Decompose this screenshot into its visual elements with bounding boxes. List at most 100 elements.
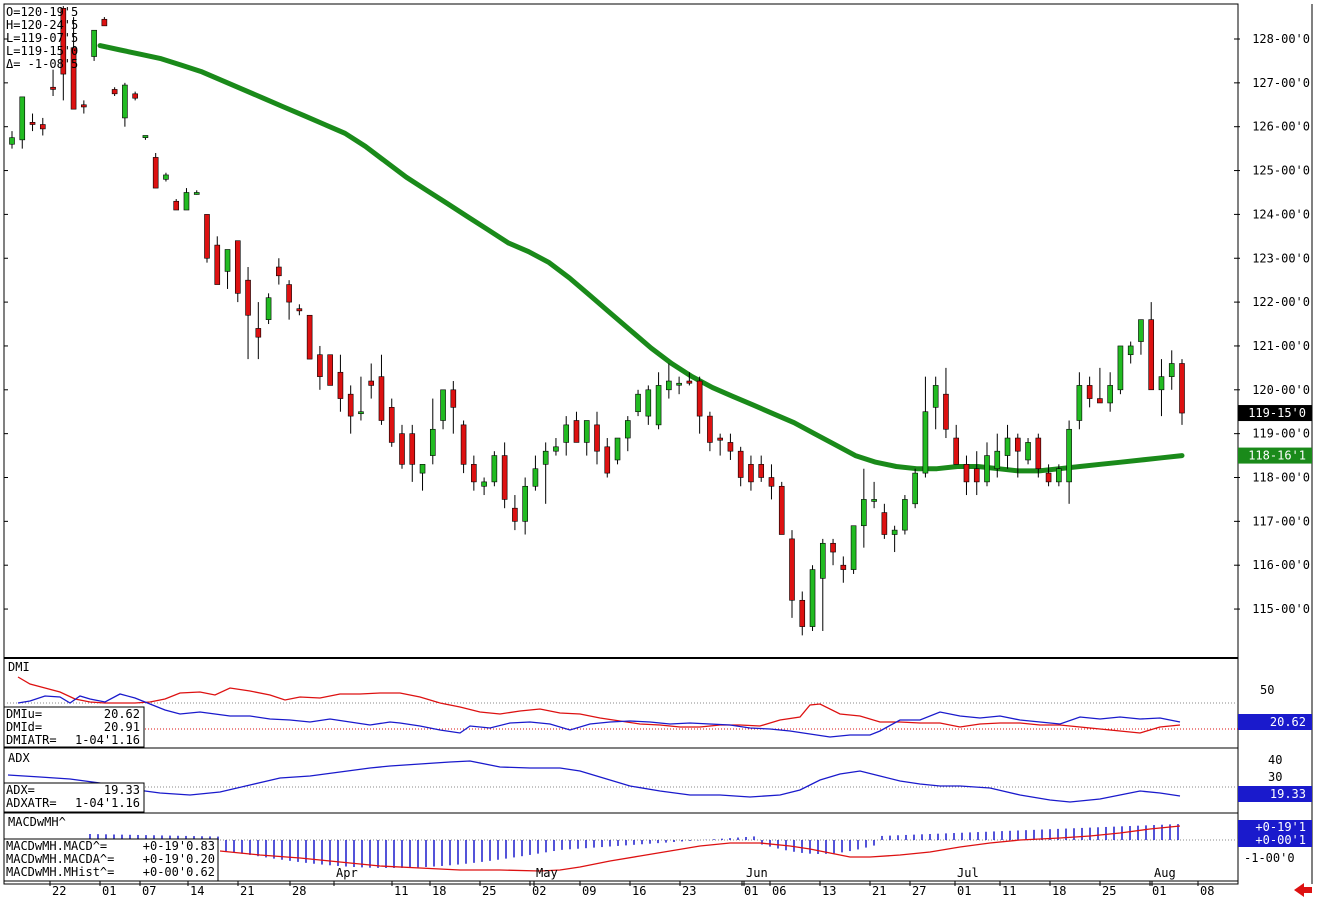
ohlc-high: H=120-24'5 (6, 18, 78, 32)
adx-title: ADX (8, 751, 30, 765)
candle-body (388, 407, 395, 443)
y-axis-tick-label: 126-00'0 (1252, 120, 1310, 134)
last-price-label: 119-15'0 (1248, 406, 1306, 420)
x-axis-day-label: 07 (142, 884, 156, 898)
adx-atr-label: ADXATR= (6, 796, 57, 810)
candle-body (573, 420, 580, 443)
ohlc-open: O=120-19'5 (6, 5, 78, 19)
dmi-current-label-bg (1238, 714, 1312, 730)
candle-body (891, 529, 898, 535)
adx-current-label-bg (1238, 786, 1312, 802)
dmi-atr-label: DMIATR= (6, 733, 57, 747)
candle-body (522, 485, 528, 522)
candle-body (1107, 385, 1113, 404)
candle-body (1025, 442, 1031, 461)
adx-label: ADX= (6, 783, 35, 797)
x-axis-day-label: 09 (582, 884, 596, 898)
candle-body (707, 415, 713, 443)
x-axis-month-label: May (536, 866, 558, 880)
x-axis-day-label: 01 (744, 884, 758, 898)
y-axis-tick-label: 127-00'0 (1252, 76, 1310, 90)
y-axis-tick-label: 122-00'0 (1252, 295, 1310, 309)
candle-body (501, 455, 508, 500)
candle-body (532, 468, 539, 487)
candle-body (142, 135, 149, 138)
candle-body (347, 393, 354, 417)
candle-body (1076, 385, 1083, 421)
candle-body (183, 192, 190, 211)
candle-body (850, 525, 857, 570)
adx-value: 19.33 (104, 783, 140, 797)
macd-title: MACDwMH^ (8, 815, 66, 829)
candle-body (512, 507, 518, 522)
candle-body (737, 450, 744, 478)
candle-body (276, 266, 282, 277)
dmi-title: DMI (8, 660, 30, 674)
candle-body (286, 284, 292, 303)
dmi-minus-value: 20.91 (104, 720, 140, 734)
candle-body (378, 376, 385, 421)
y-axis-ticks: 128-00'0 127-00'0 126-00'0 125-00'0 124-00'0… (1234, 32, 1310, 616)
x-axis-day-label: 21 (872, 884, 886, 898)
candle-body (204, 214, 210, 259)
candle-body (994, 450, 1001, 470)
candle-body (122, 84, 128, 119)
candle-body (91, 29, 97, 57)
candle-body (768, 477, 775, 487)
candle-body (594, 424, 600, 452)
y-axis-tick-label: 120-00'0 (1252, 383, 1310, 397)
candle-body (789, 538, 795, 601)
macd-current-label: +0-19'1 (1255, 820, 1306, 834)
candle-body (429, 428, 436, 456)
candle-body (19, 96, 26, 141)
price-labels: 119-15'0 118-16'1 (1238, 405, 1312, 464)
macd-current-label-bg-1 (1238, 820, 1312, 834)
candle-body (224, 249, 231, 272)
candle-body (696, 380, 703, 417)
y-axis-tick-label: 119-00'0 (1252, 427, 1310, 441)
candle-body (9, 137, 15, 145)
candle-body (666, 380, 672, 391)
x-axis-day-label: 06 (772, 884, 786, 898)
y-axis-tick-label: 121-00'0 (1252, 339, 1310, 353)
candle-body (614, 437, 621, 461)
candle-body (1066, 428, 1072, 483)
macd-readout-box (3, 838, 219, 882)
x-axis-day-label: 02 (532, 884, 546, 898)
candle-body (1035, 437, 1042, 470)
candle-body (809, 569, 816, 627)
price-grid (4, 38, 8, 610)
x-axis-day-label: 22 (52, 884, 66, 898)
adx-pane: ADX 19.33 40 30 ADX= 19.33 ADXATR= 1-04'… (3, 751, 1312, 813)
x-axis-day-label: 18 (432, 884, 446, 898)
candle-body (1045, 472, 1052, 483)
ma-value-label: 118-16'1 (1248, 449, 1306, 463)
candle-body (861, 499, 867, 527)
moving-average-line (97, 43, 1185, 474)
candle-body (245, 279, 251, 316)
candle-body (819, 542, 826, 579)
candle-body (81, 104, 87, 108)
y-axis-tick-label: 128-00'0 (1252, 32, 1310, 46)
candle-body (963, 464, 970, 483)
mhist-value: +0-00'0.62 (143, 865, 215, 879)
candle-body (132, 93, 138, 99)
candle-body (1117, 345, 1124, 391)
x-axis-day-label: 01 (1152, 884, 1166, 898)
candle-body (881, 512, 888, 535)
x-axis-day-label: 23 (682, 884, 696, 898)
candle-body (327, 354, 333, 386)
x-axis-day-label: 11 (1002, 884, 1016, 898)
mhist-label: MACDwMH.MHist^= (6, 865, 114, 879)
candle-body (317, 354, 323, 377)
x-axis-month-label: Jul (957, 866, 979, 880)
x-axis-day-label: 25 (1102, 884, 1116, 898)
candle-body (1056, 468, 1062, 483)
scroll-left-arrow-icon[interactable] (1294, 883, 1312, 897)
x-axis-day-label: 28 (292, 884, 306, 898)
candle-body (984, 455, 990, 483)
adx-axis-label-30: 30 (1268, 770, 1282, 784)
y-axis-tick-label: 124-00'0 (1252, 207, 1310, 221)
